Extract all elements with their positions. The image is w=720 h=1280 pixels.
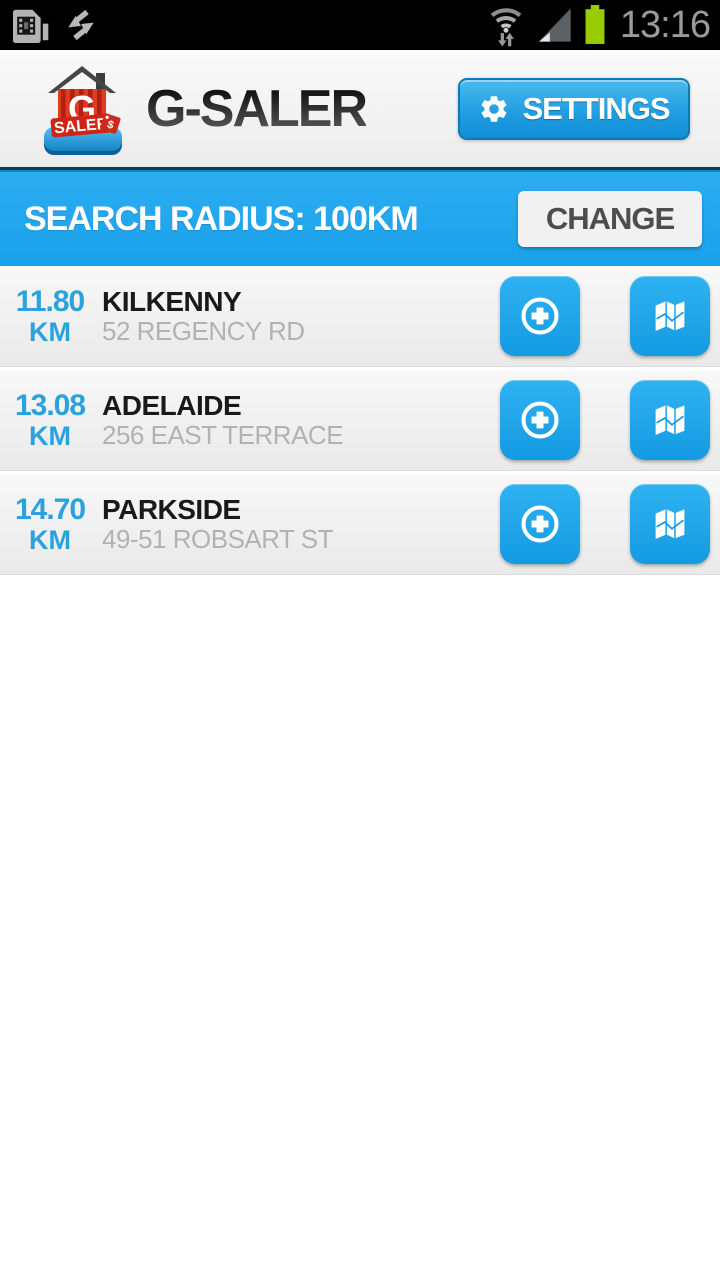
list-item: 11.80 KM KILKENNY 52 REGENCY RD — [0, 266, 720, 367]
distance-unit: KM — [29, 420, 71, 451]
location-name: PARKSIDE — [102, 493, 241, 525]
add-button[interactable] — [500, 380, 580, 460]
location-name: KILKENNY — [102, 285, 242, 317]
map-icon — [655, 405, 685, 435]
page-title: G-SALER — [146, 79, 368, 138]
settings-button[interactable]: SETTINGS — [458, 77, 690, 140]
distance-value: 14.70 — [14, 493, 86, 527]
location-address: 52 REGENCY RD — [102, 316, 305, 347]
location-info: ADELAIDE 256 EAST TERRACE — [100, 390, 500, 450]
status-bar-right: 13:16 — [486, 3, 711, 47]
distance-unit: KM — [29, 524, 71, 555]
plus-circle-icon — [521, 297, 559, 335]
signal-icon — [538, 8, 571, 42]
distance-block: 14.70 KM — [0, 494, 100, 554]
clock: 13:16 — [619, 4, 711, 46]
location-info: KILKENNY 52 REGENCY RD — [100, 286, 500, 346]
battery-icon — [585, 5, 605, 44]
list-item: 14.70 KM PARKSIDE 49-51 ROBSART ST — [0, 474, 720, 575]
sync-arrows-icon — [68, 9, 94, 41]
list-item: 13.08 KM ADELAIDE 256 EAST TERRACE — [0, 370, 720, 471]
status-bar: 13:16 — [0, 0, 720, 50]
location-info: PARKSIDE 49-51 ROBSART ST — [100, 494, 500, 554]
svg-text:$: $ — [106, 118, 116, 131]
location-address: 49-51 ROBSART ST — [102, 524, 333, 555]
app-header: G SALER $ G-SALER SETTINGS — [0, 50, 720, 170]
change-radius-button[interactable]: CHANGE — [518, 191, 702, 247]
map-icon — [655, 509, 685, 539]
logo-word-saler: SALER — [53, 115, 109, 137]
location-name: ADELAIDE — [102, 389, 242, 421]
settings-button-label: SETTINGS — [522, 90, 670, 126]
map-button[interactable] — [630, 484, 710, 564]
results-list: 11.80 KM KILKENNY 52 REGENCY RD — [0, 266, 720, 575]
status-bar-left — [10, 6, 100, 44]
add-button[interactable] — [500, 484, 580, 564]
plus-circle-icon — [521, 401, 559, 439]
search-radius-bar: SEARCH RADIUS: 100KM CHANGE — [0, 170, 720, 266]
distance-unit: KM — [29, 316, 71, 347]
distance-value: 11.80 — [15, 285, 85, 319]
app-logo: G SALER $ — [44, 65, 122, 155]
add-button[interactable] — [500, 276, 580, 356]
wifi-icon — [490, 8, 522, 47]
search-radius-label: SEARCH RADIUS: 100KM — [24, 199, 419, 238]
location-address: 256 EAST TERRACE — [102, 420, 344, 451]
sim-icon — [13, 9, 49, 43]
map-button[interactable] — [630, 276, 710, 356]
distance-value: 13.08 — [14, 389, 86, 423]
gear-icon — [482, 95, 507, 122]
distance-block: 11.80 KM — [0, 286, 100, 346]
map-button[interactable] — [630, 380, 710, 460]
distance-block: 13.08 KM — [0, 390, 100, 450]
map-icon — [655, 301, 685, 331]
plus-circle-icon — [521, 505, 559, 543]
